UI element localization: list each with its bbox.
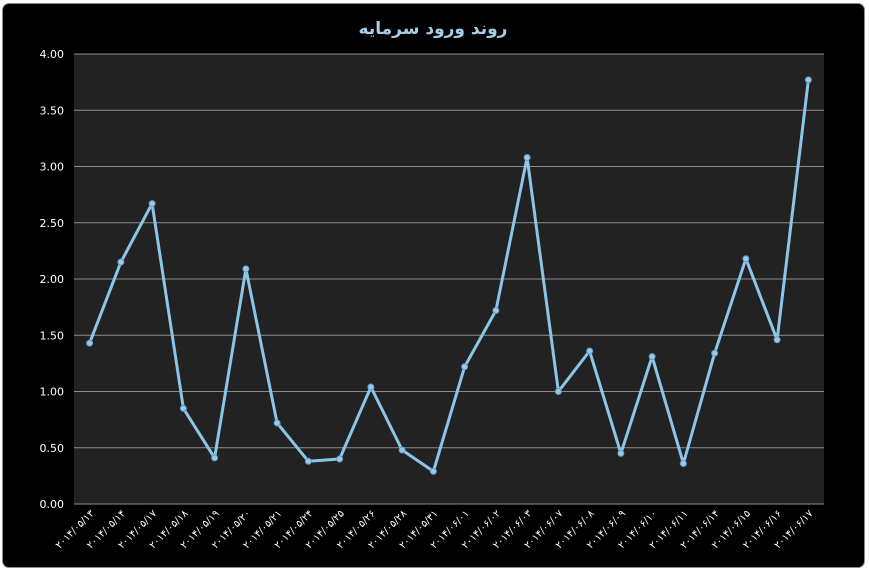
series-line-group xyxy=(88,79,810,473)
data-point xyxy=(211,454,219,462)
data-point xyxy=(148,200,156,208)
data-point xyxy=(242,265,250,273)
data-point xyxy=(523,154,531,161)
data-point xyxy=(773,336,781,344)
y-tick-label: 0.00 xyxy=(40,498,65,511)
data-point xyxy=(398,446,406,454)
data-point xyxy=(273,419,281,427)
y-tick-label: 2.50 xyxy=(40,217,65,230)
data-point xyxy=(117,258,125,266)
y-tick-label: 0.50 xyxy=(40,442,65,455)
data-point xyxy=(617,449,625,457)
data-point xyxy=(367,383,375,391)
y-tick-label: 3.00 xyxy=(40,161,65,174)
data-point xyxy=(492,307,500,314)
data-point xyxy=(86,339,94,347)
data-point xyxy=(554,388,562,395)
y-tick-label: 3.50 xyxy=(40,104,65,117)
data-point xyxy=(304,457,312,465)
data-point xyxy=(429,467,437,475)
data-point xyxy=(336,455,344,463)
data-point xyxy=(679,460,687,467)
data-point xyxy=(804,76,812,84)
gridlines xyxy=(74,53,824,505)
y-tick-label: 2.00 xyxy=(40,273,65,286)
series-line xyxy=(88,79,810,473)
data-point xyxy=(461,363,469,371)
y-tick-label: 1.50 xyxy=(40,329,65,342)
x-axis-ticks: ۲۰۱۴/۰۵/۱۳۲۰۱۴/۰۵/۱۴۲۰۱۴/۰۵/۱۷۲۰۱۴/۰۵/۱۸… xyxy=(54,508,816,551)
data-point xyxy=(179,404,187,412)
y-tick-label: 1.00 xyxy=(40,386,65,399)
data-point xyxy=(586,347,594,355)
y-tick-label: 4.00 xyxy=(40,48,65,61)
data-point xyxy=(711,349,719,357)
y-axis-ticks: 0.00 0.50 1.00 1.50 2.00 2.50 3.00 3.50 4.00 xyxy=(40,48,65,511)
data-point xyxy=(648,353,656,361)
line-chart: روند ورود سرمایه 0.00 0.50 1.00 1.50 2.00 2.5… xyxy=(40,19,824,551)
series-markers xyxy=(86,76,812,475)
data-point xyxy=(742,255,750,263)
chart-frame: روند ورود سرمایه 0.00 0.50 1.00 1.50 2.00 2.5… xyxy=(2,3,865,568)
chart-title: روند ورود سرمایه xyxy=(359,19,508,39)
